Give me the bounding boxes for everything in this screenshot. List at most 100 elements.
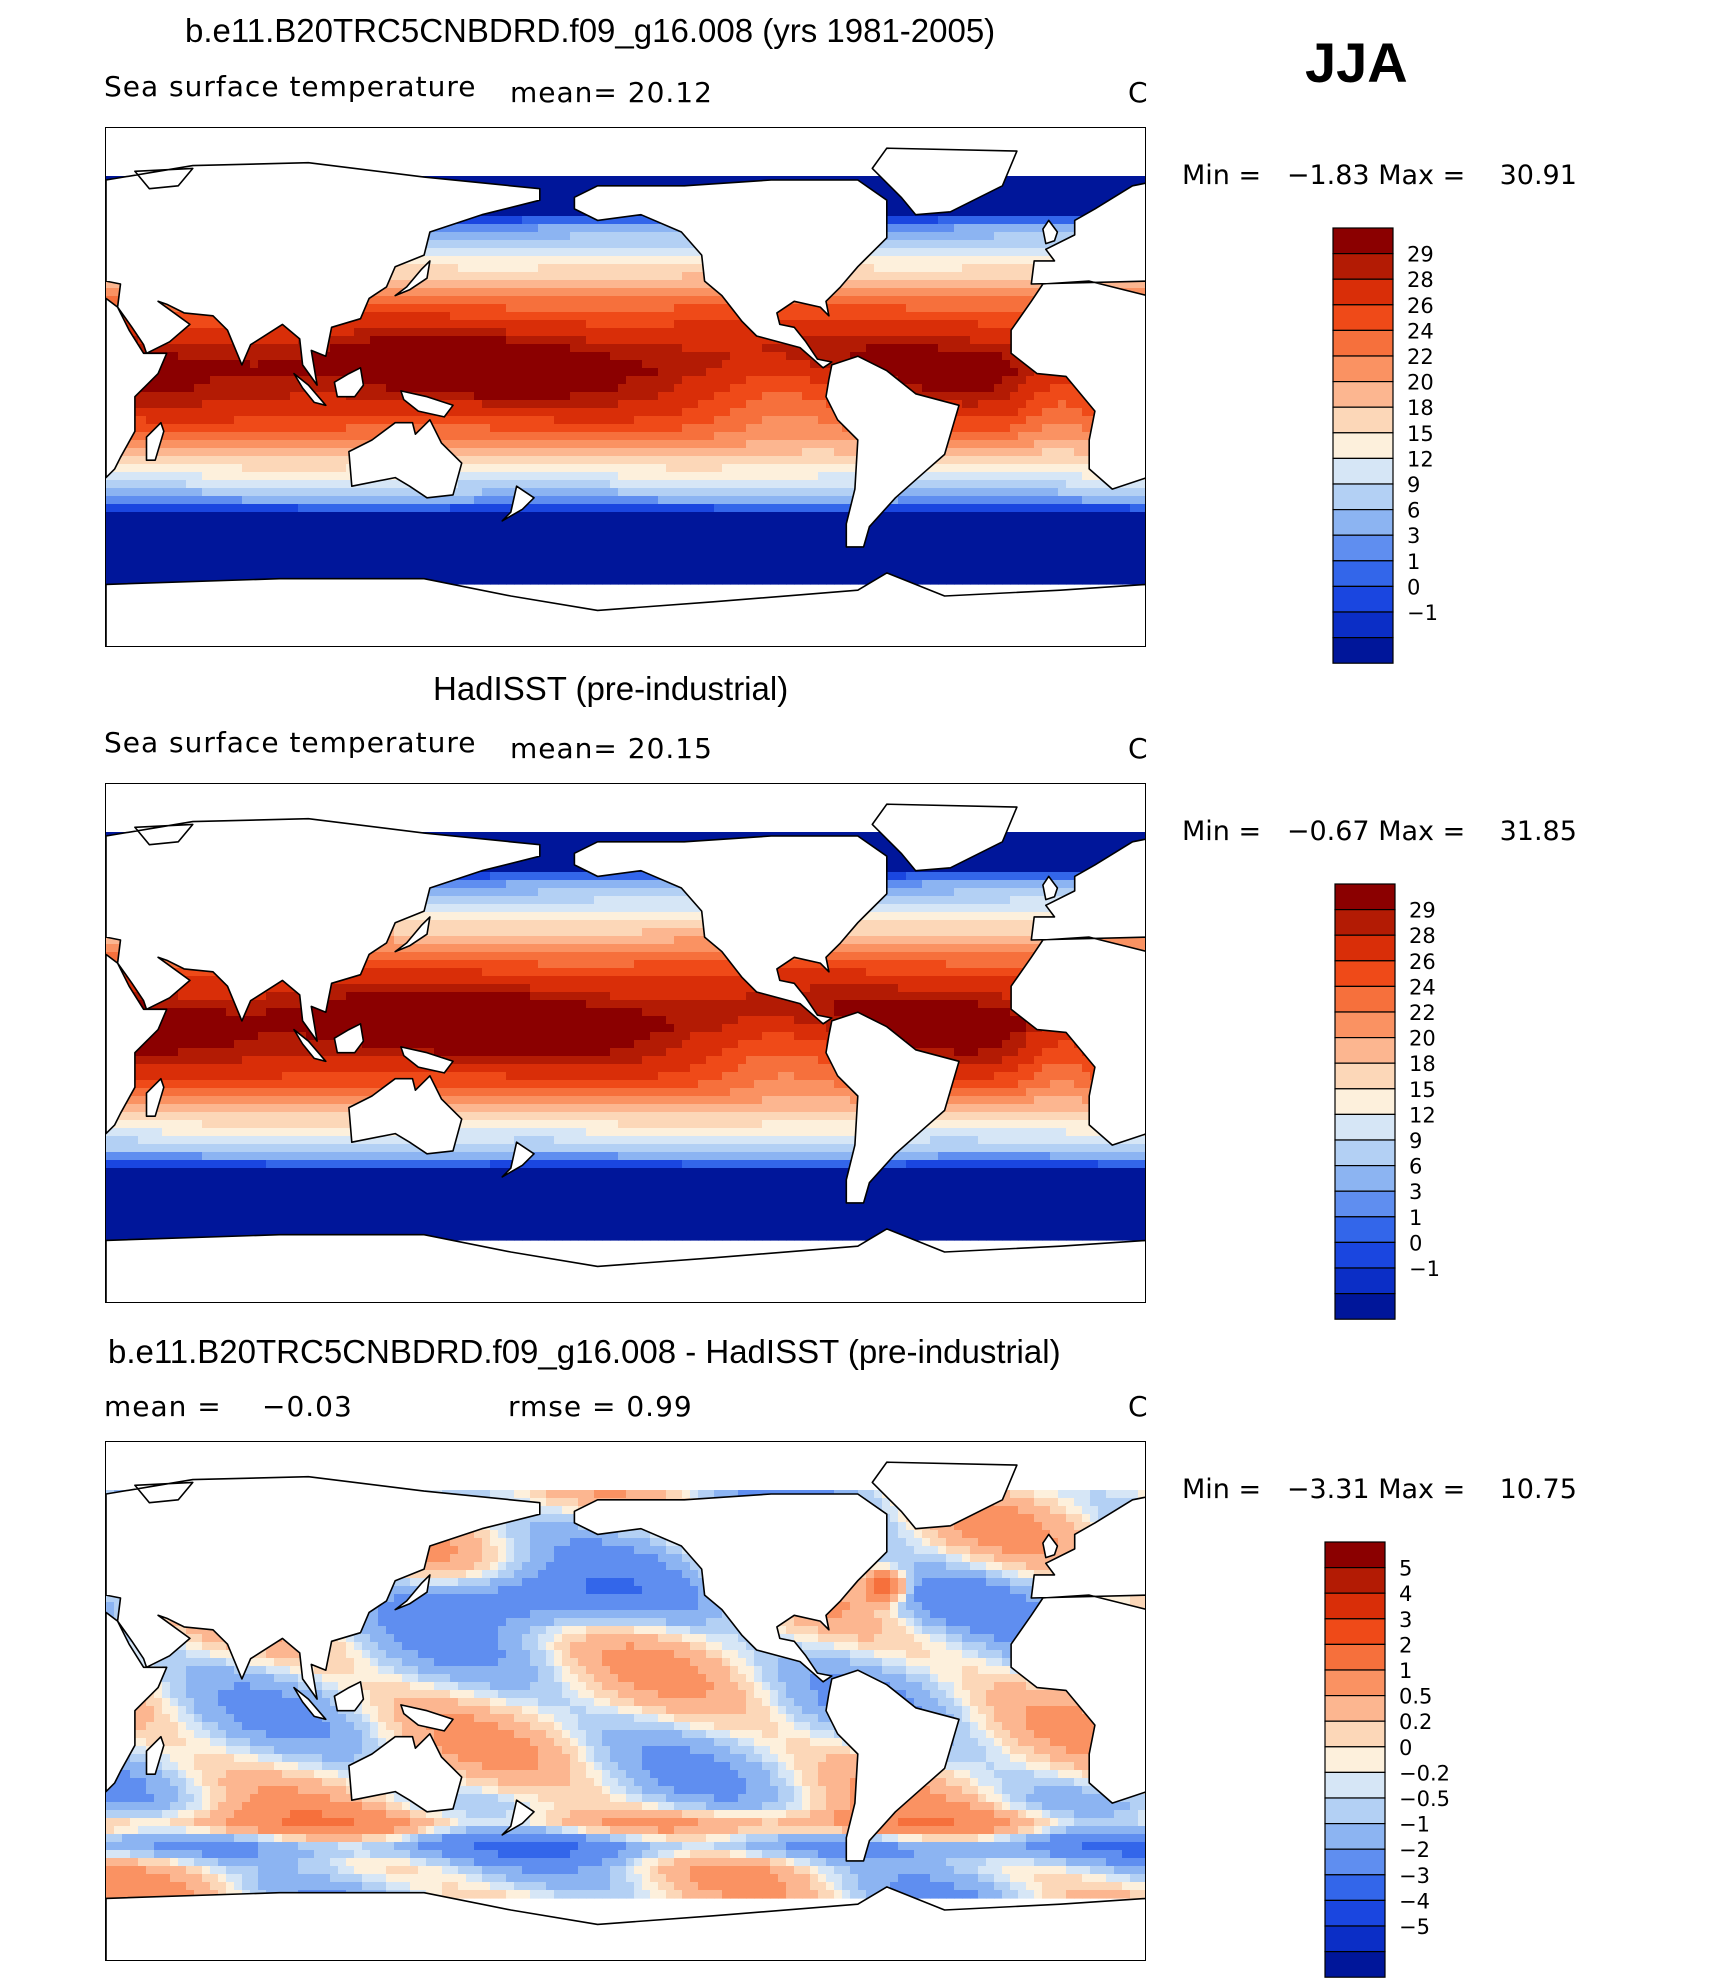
colorbar-swatch [1335,1114,1395,1140]
colorbar-tick-label: 29 [1409,899,1436,923]
colorbar-swatch [1333,510,1393,536]
colorbar-tick-label: 6 [1407,499,1420,523]
colorbar-swatch [1333,586,1393,612]
panel-1-min-value: −1.83 [1287,160,1370,191]
colorbar-tick-label: −0.2 [1399,1761,1450,1785]
colorbar-tick-label: 22 [1407,345,1434,369]
panel-3-mean-value: −0.03 [262,1390,353,1423]
colorbar-tick-label: 5 [1399,1557,1412,1581]
colorbar-swatch [1325,1824,1385,1850]
colorbar-swatch [1335,884,1395,910]
colorbar-swatch [1325,1952,1385,1978]
colorbar-tick-label: 3 [1399,1608,1412,1632]
colorbar-swatch [1335,1242,1395,1268]
colorbar-swatch [1333,612,1393,638]
colorbar-swatch [1325,1798,1385,1824]
panel-3-max-label: Max = [1378,1474,1465,1505]
colorbar-swatch [1333,254,1393,280]
colorbar-swatch [1335,910,1395,936]
colorbar-tick-label: 3 [1407,524,1420,548]
colorbar-swatch [1335,1294,1395,1320]
colorbar-swatch [1333,279,1393,305]
colorbar-tick-label: 20 [1407,371,1434,395]
colorbar-tick-label: 18 [1409,1052,1436,1076]
colorbar-tick-label: 29 [1407,243,1434,267]
colorbar-swatch [1333,484,1393,510]
colorbar-tick-label: 24 [1407,319,1434,343]
colorbar-tick-label: −5 [1399,1915,1430,1939]
panel-3-title: b.e11.B20TRC5CNBDRD.f09_g16.008 - HadISS… [108,1333,1061,1371]
colorbar-tick-label: 9 [1409,1129,1422,1153]
colorbar-tick-label: 0.5 [1399,1685,1432,1709]
panel-3-rmse: rmse = 0.99 [508,1390,693,1423]
panel-2-mean: mean= 20.15 [510,732,713,765]
panel-1-map [105,127,1146,647]
colorbar-tick-label: −1 [1399,1813,1430,1837]
colorbar-swatch [1333,356,1393,382]
colorbar-tick-label: −0.5 [1399,1787,1450,1811]
colorbar-tick-label: 28 [1407,268,1434,292]
colorbar-tick-label: 15 [1407,422,1434,446]
colorbar-swatch [1333,407,1393,433]
colorbar-swatch [1335,961,1395,987]
panel-2-minmax: Min = −0.67 Max = 31.85 [1182,816,1577,847]
colorbar-swatch [1325,1772,1385,1798]
panel-3-minmax: Min = −3.31 Max = 10.75 [1182,1474,1577,1505]
colorbar-swatch [1333,433,1393,459]
colorbar-swatch [1325,1747,1385,1773]
colorbar-tick-label: 1 [1407,550,1420,574]
colorbar-tick-label: 6 [1409,1155,1422,1179]
colorbar-swatch [1333,458,1393,484]
panel-1-max-value: 30.91 [1500,160,1577,191]
colorbar-tick-label: −3 [1399,1864,1430,1888]
panel-2-max-label: Max = [1378,816,1465,847]
colorbar-swatch [1325,1696,1385,1722]
colorbar-swatch [1335,1217,1395,1243]
colorbar-tick-label: 0.2 [1399,1710,1432,1734]
colorbar-swatch [1335,1140,1395,1166]
panel-1-units: C [1128,76,1149,109]
panel-3-map [105,1441,1146,1961]
panel-2-units: C [1128,732,1149,765]
panel-3-min-value: −3.31 [1287,1474,1370,1505]
colorbar-tick-label: 26 [1409,950,1436,974]
colorbar-swatch [1335,1268,1395,1294]
colorbar-swatch [1333,330,1393,356]
panel-1-min-label: Min = [1182,160,1261,191]
colorbar-tick-label: −1 [1407,601,1438,625]
colorbar-tick-label: 0 [1409,1231,1422,1255]
colorbar-swatch [1333,305,1393,331]
colorbar-swatch [1325,1900,1385,1926]
colorbar-swatch [1333,561,1393,587]
panel-2-min-label: Min = [1182,816,1261,847]
colorbar-tick-label: 1 [1409,1206,1422,1230]
panel-3-mean-label: mean = [104,1390,222,1423]
panel-3-units: C [1128,1390,1149,1423]
panel-2-title: HadISST (pre-industrial) [433,670,788,708]
colorbar-swatch [1325,1644,1385,1670]
colorbar-swatch [1333,638,1393,664]
colorbar-tick-label: 12 [1407,447,1434,471]
colorbar-tick-label: 22 [1409,1001,1436,1025]
colorbar-tick-label: 12 [1409,1103,1436,1127]
colorbar-swatch [1325,1721,1385,1747]
colorbar-swatch [1325,1542,1385,1568]
panel-1-variable-label: Sea surface temperature [104,70,476,103]
season-label: JJA [1305,30,1408,95]
colorbar-swatch [1335,1191,1395,1217]
panel-3-max-value: 10.75 [1500,1474,1577,1505]
colorbar-swatch [1325,1619,1385,1645]
colorbar-tick-label: −2 [1399,1838,1430,1862]
colorbar-swatch [1325,1875,1385,1901]
colorbar-tick-label: −1 [1409,1257,1440,1281]
colorbar-tick-label: 18 [1407,396,1434,420]
colorbar-swatch [1325,1568,1385,1594]
panel-1-title: b.e11.B20TRC5CNBDRD.f09_g16.008 (yrs 198… [185,12,995,50]
panel-1-minmax: Min = −1.83 Max = 30.91 [1182,160,1577,191]
colorbar-swatch [1325,1926,1385,1952]
colorbar-tick-label: 0 [1407,575,1420,599]
colorbar-swatch [1335,986,1395,1012]
